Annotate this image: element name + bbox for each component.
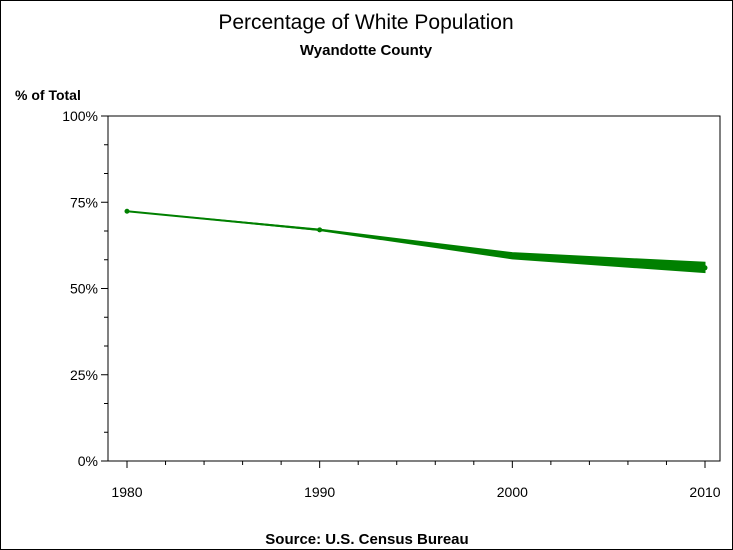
y-tick-label: 25% <box>70 367 98 383</box>
data-point <box>702 265 708 271</box>
data-marks <box>124 208 708 274</box>
data-point <box>509 252 515 258</box>
series-line <box>126 210 706 269</box>
x-tick-label: 2010 <box>689 484 720 500</box>
footnote: Source: U.S. Census Bureau <box>265 531 468 548</box>
chart-subtitle: Wyandotte County <box>300 42 433 59</box>
x-tick-label: 1990 <box>304 484 335 500</box>
y-tick-label: 0% <box>78 453 98 469</box>
y-tick-label: 75% <box>70 194 98 210</box>
y-axis-label: % of Total <box>15 87 81 103</box>
data-point <box>317 227 323 233</box>
data-point <box>124 208 130 214</box>
plot-area <box>107 115 721 462</box>
chart-title: Percentage of White Population <box>218 11 513 34</box>
y-tick-label: 50% <box>70 281 98 297</box>
axes: 0% 25% 50% 75% 100% 1980 1990 2000 2010 <box>62 108 721 500</box>
x-tick-label: 2000 <box>497 484 528 500</box>
y-tick-label: 100% <box>62 108 98 124</box>
x-tick-label: 1980 <box>111 484 142 500</box>
